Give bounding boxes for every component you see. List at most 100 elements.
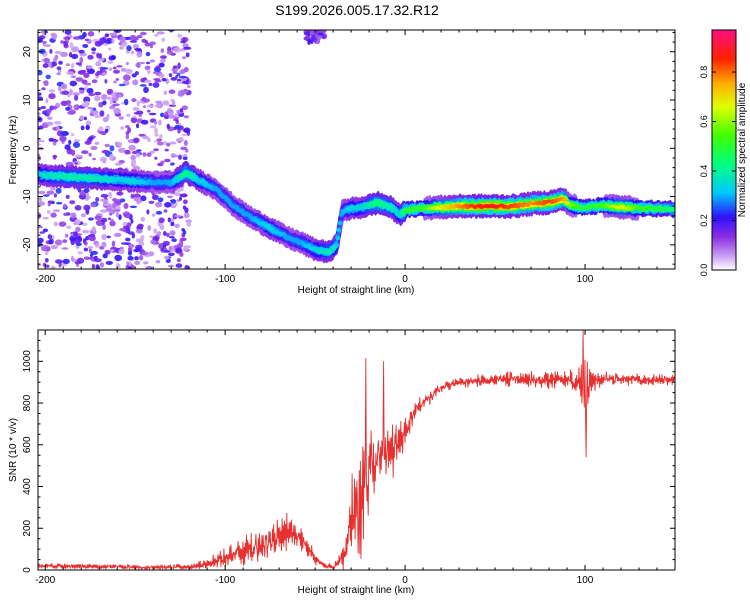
scatter-blob — [149, 125, 157, 129]
scatter-blob — [174, 214, 181, 218]
scatter-blob — [78, 49, 85, 54]
scatter-blob — [126, 113, 131, 117]
scatter-blob — [129, 205, 138, 208]
scatter-blob — [113, 80, 117, 84]
ridge-cell — [525, 204, 531, 207]
scatter-blob — [109, 145, 115, 152]
scatter-blob — [171, 154, 179, 158]
scatter-blob — [140, 195, 147, 202]
scatter-blob — [74, 219, 81, 225]
scatter-blob — [144, 40, 149, 44]
scatter-blob — [38, 201, 45, 206]
scatter-blob — [154, 156, 158, 160]
colorbar-tick-label: 0.2 — [699, 214, 709, 227]
scatter-blob — [56, 201, 63, 205]
figure-title: S199.2026.005.17.32.R12 — [275, 2, 439, 18]
scatter-blob — [157, 197, 164, 203]
ridge-layer-4 — [38, 171, 675, 255]
scatter-blob — [183, 245, 189, 252]
colorbar-tick-label: 0.0 — [699, 264, 709, 277]
scatter-blob — [62, 239, 68, 244]
x-tick-label: -200 — [35, 575, 55, 586]
scatter-blob — [178, 154, 182, 160]
scatter-blob — [153, 228, 158, 234]
scatter-blob — [155, 260, 161, 264]
scatter-blob — [168, 245, 173, 252]
scatter-blob — [45, 98, 49, 104]
scatter-blob — [139, 61, 146, 65]
x-tick-label: 100 — [577, 274, 594, 285]
scatter-blob — [127, 127, 131, 134]
scatter-blob — [173, 65, 178, 69]
scatter-blob — [90, 145, 98, 151]
scatter-blob — [168, 236, 175, 239]
scatter-blob — [154, 33, 159, 37]
scatter-blob — [115, 78, 120, 81]
scatter-blob — [160, 222, 164, 229]
scatter-blob — [38, 143, 41, 146]
scatter-blob — [119, 36, 126, 43]
scatter-blob — [183, 199, 188, 205]
scatter-blob — [54, 239, 63, 246]
scatter-blob — [160, 58, 166, 64]
scatter-blob — [55, 187, 62, 194]
scatter-blob — [136, 35, 143, 39]
scatter-blob — [149, 150, 155, 154]
scatter-blob — [156, 231, 162, 236]
scatter-blob — [158, 73, 165, 79]
scatter-blob — [80, 213, 86, 218]
scatter-blob — [137, 223, 144, 228]
scatter-blob — [84, 86, 88, 91]
spectrogram-y-axis-label: Frequency (Hz) — [8, 116, 19, 185]
scatter-blob — [135, 152, 141, 158]
y-tick-label: 600 — [22, 436, 33, 453]
scatter-blob — [182, 56, 187, 60]
scatter-blob — [94, 72, 100, 77]
ridge-cell — [239, 208, 245, 213]
scatter-blob — [152, 236, 156, 241]
scatter-blob — [85, 124, 90, 131]
scatter-blob — [153, 78, 161, 81]
scatter-blob — [116, 142, 123, 147]
scatter-blob — [42, 63, 49, 69]
snr-x-axis: -200 -100 0 100 — [35, 330, 676, 586]
scatter-blob — [146, 152, 152, 157]
scatter-blob — [141, 119, 149, 125]
scatter-blob — [154, 133, 159, 137]
ridge-cell — [574, 203, 580, 207]
scatter-blob — [154, 104, 160, 108]
scatter-blob — [88, 235, 96, 242]
scatter-blob — [136, 100, 140, 107]
scatter-blob — [42, 262, 47, 267]
scatter-blob — [174, 124, 181, 130]
scatter-blob — [63, 212, 68, 216]
scatter-blob — [106, 113, 110, 120]
scatter-blob — [83, 247, 89, 252]
scatter-blob — [128, 261, 132, 267]
colorbar-gradient — [711, 29, 737, 271]
scatter-blob — [181, 105, 188, 111]
scatter-blob — [163, 209, 168, 213]
scatter-blob — [118, 83, 126, 87]
scatter-blob — [127, 243, 135, 248]
scatter-blob — [181, 133, 187, 137]
ridge-cell — [337, 221, 343, 226]
scatter-blob — [180, 193, 188, 198]
scatter-blob — [130, 117, 138, 124]
scatter-blob — [64, 233, 69, 238]
scatter-blob — [53, 193, 58, 198]
scatter-blob — [138, 113, 142, 118]
scatter-blob — [164, 250, 171, 253]
scatter-blob — [115, 263, 121, 269]
scatter-blob — [152, 82, 160, 88]
scatter-blob — [118, 147, 126, 153]
scatter-blob — [46, 121, 54, 126]
scatter-blob — [100, 217, 108, 223]
scatter-blob — [102, 224, 106, 231]
scatter-blob — [54, 51, 62, 54]
ridge-cell — [336, 228, 342, 232]
scatter-blob — [61, 247, 69, 250]
scatter-blob — [134, 260, 141, 265]
spectrogram-x-axis-label: Height of straight line (km) — [298, 285, 415, 296]
scatter-blob — [162, 101, 170, 106]
